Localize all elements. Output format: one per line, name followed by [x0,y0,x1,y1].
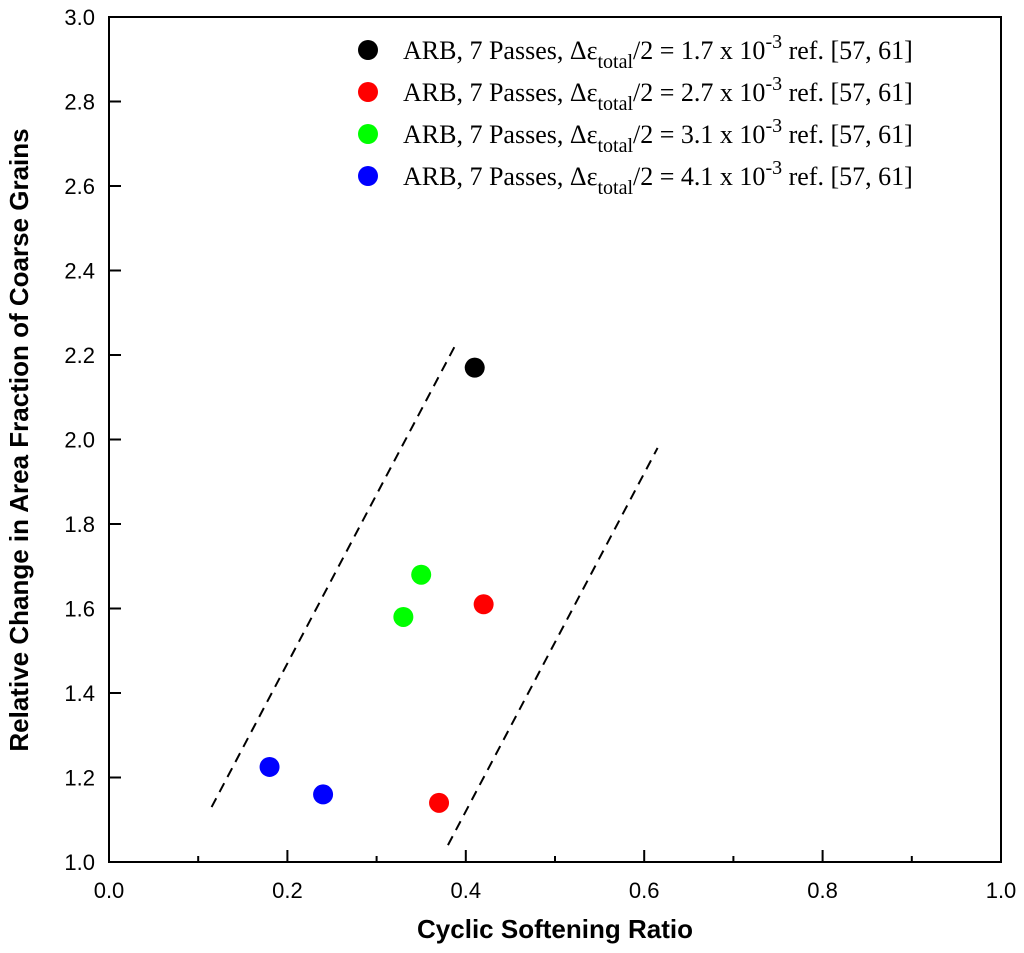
y-tick-label: 1.0 [64,850,95,875]
data-point-series-4 [313,784,334,805]
x-tick-label: 1.0 [986,878,1017,903]
data-point-series-2 [473,594,494,615]
upper-bound-line [210,341,458,808]
lower-bound-line [447,447,659,846]
legend-label-4: ARB, 7 Passes, Δεtotal/2 = 4.1 x 10-3 re… [403,157,913,199]
y-tick-label: 1.8 [64,512,95,537]
y-axis-ticks: 1.0 1.2 1.4 1.6 1.8 2.0 2.2 2.4 2.6 2.8 3.0 [64,5,121,875]
legend-marker-1 [358,40,378,60]
legend-marker-2 [358,82,378,102]
x-tick-label: 0.4 [451,878,482,903]
y-tick-label: 1.6 [64,597,95,622]
data-point-series-4 [259,756,280,777]
legend-label-1: ARB, 7 Passes, Δεtotal/2 = 1.7 x 10-3 re… [403,31,913,73]
x-axis-ticks: 0.0 0.2 0.4 0.6 0.8 1.0 [94,850,1017,903]
data-point-series-2 [429,792,450,813]
legend-label-3: ARB, 7 Passes, Δεtotal/2 = 3.1 x 10-3 re… [403,115,913,157]
y-tick-label: 2.0 [64,428,95,453]
x-tick-label: 0.6 [629,878,660,903]
x-tick-label: 0.0 [94,878,125,903]
y-tick-label: 2.4 [64,259,95,284]
y-tick-label: 2.8 [64,90,95,115]
y-axis-title: Relative Change in Area Fraction of Coar… [4,128,34,751]
data-point-series-3 [393,606,414,627]
x-axis-title: Cyclic Softening Ratio [417,914,693,944]
legend-marker-4 [358,166,378,186]
bound-lines [210,341,659,846]
x-tick-label: 0.2 [272,878,303,903]
x-tick-label: 0.8 [807,878,838,903]
y-tick-label: 3.0 [64,5,95,30]
y-tick-label: 1.4 [64,681,95,706]
legend-marker-3 [358,124,378,144]
data-point-series-3 [411,564,432,585]
y-tick-label: 2.2 [64,343,95,368]
y-tick-label: 1.2 [64,766,95,791]
data-points [259,357,494,813]
legend: ARB, 7 Passes, Δεtotal/2 = 1.7 x 10-3 re… [358,31,913,199]
y-tick-label: 2.6 [64,174,95,199]
data-point-series-1 [464,357,485,378]
legend-label-2: ARB, 7 Passes, Δεtotal/2 = 2.7 x 10-3 re… [403,73,913,115]
